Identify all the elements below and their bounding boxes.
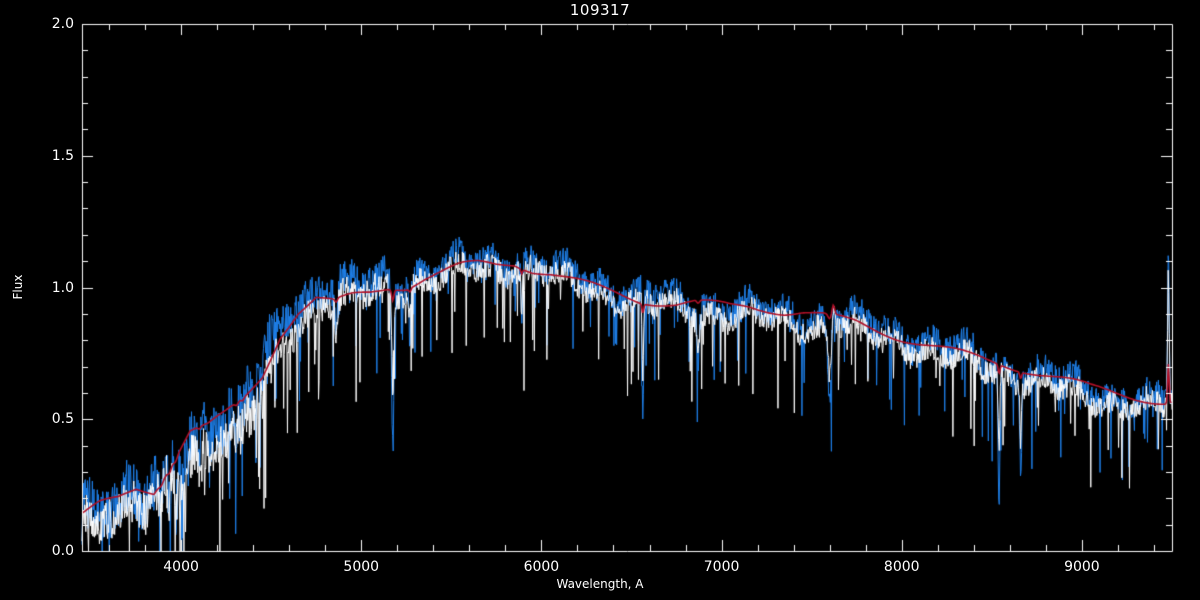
spectrum-plot-figure: 109317 Wavelength, A Flux 4000 5000 6000 70… xyxy=(0,0,1200,600)
spectrum-canvas xyxy=(0,0,1200,600)
